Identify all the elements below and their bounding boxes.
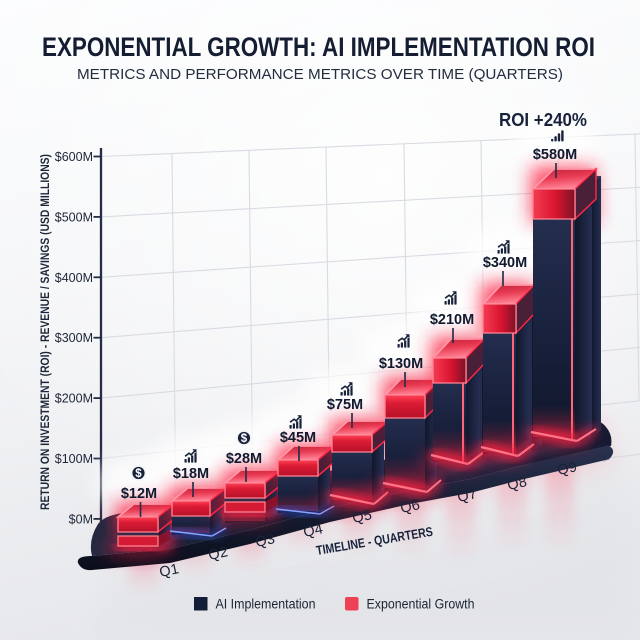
svg-text:$400M: $400M [55, 271, 93, 285]
svg-text:$200M: $200M [55, 392, 93, 406]
svg-text:$: $ [241, 433, 248, 445]
svg-text:Q1: Q1 [158, 561, 180, 581]
svg-text:Q7: Q7 [456, 486, 478, 506]
svg-text:Q9: Q9 [556, 459, 578, 479]
svg-text:Exponential Growth: Exponential Growth [367, 597, 475, 612]
svg-text:Q2: Q2 [207, 544, 229, 564]
svg-text:METRICS AND PERFORMANCE METRIC: METRICS AND PERFORMANCE METRICS OVER TIM… [77, 66, 563, 83]
svg-text:EXPONENTIAL GROWTH: AI IMPLEME: EXPONENTIAL GROWTH: AI IMPLEMENTATION RO… [42, 32, 595, 62]
svg-text:$0M: $0M [69, 512, 93, 526]
svg-text:Q3: Q3 [254, 531, 276, 551]
svg-text:$580M: $580M [533, 147, 577, 163]
svg-text:$75M: $75M [327, 397, 363, 413]
svg-text:$600M: $600M [55, 150, 93, 164]
svg-text:Q6: Q6 [399, 497, 421, 517]
svg-text:$210M: $210M [430, 312, 474, 328]
svg-text:$28M: $28M [226, 451, 262, 467]
svg-text:$340M: $340M [483, 255, 527, 271]
svg-text:$45M: $45M [280, 430, 316, 446]
svg-text:Q8: Q8 [506, 474, 528, 494]
svg-text:$500M: $500M [55, 210, 93, 224]
svg-text:AI Implementation: AI Implementation [216, 597, 316, 612]
svg-text:ROI +240%: ROI +240% [499, 110, 587, 130]
svg-text:Q4: Q4 [302, 521, 324, 541]
svg-text:$: $ [135, 468, 142, 480]
svg-text:$12M: $12M [121, 486, 157, 502]
svg-text:$130M: $130M [379, 356, 423, 372]
svg-text:RETURN ON INVESTMENT (ROI) - R: RETURN ON INVESTMENT (ROI) - REVENUE / S… [38, 154, 52, 510]
svg-text:Q5: Q5 [351, 507, 373, 527]
svg-text:$18M: $18M [173, 466, 209, 482]
svg-text:$300M: $300M [55, 331, 93, 345]
svg-text:$100M: $100M [55, 452, 93, 466]
